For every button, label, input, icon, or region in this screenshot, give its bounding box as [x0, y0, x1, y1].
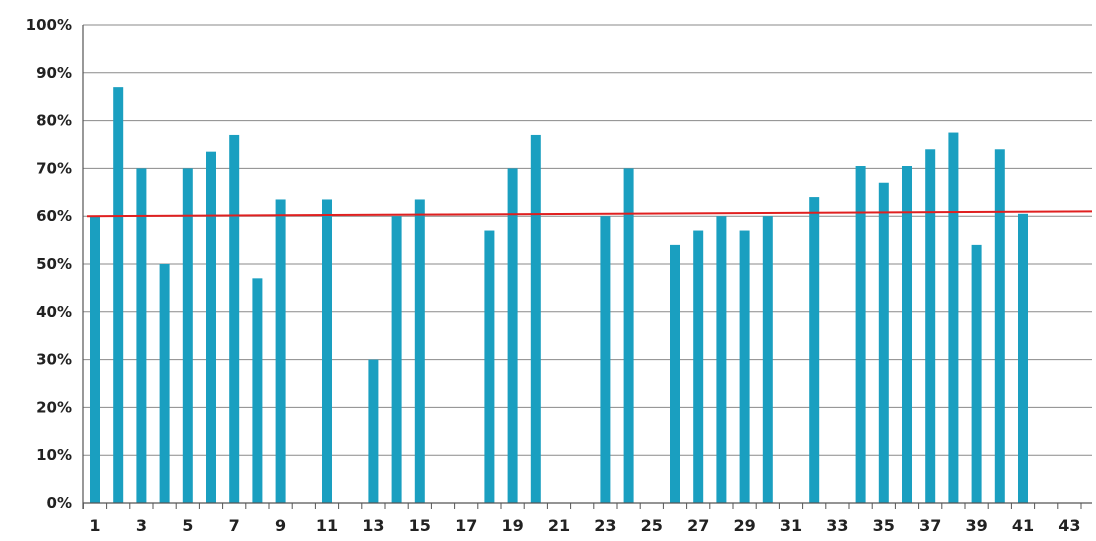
x-tick-label: 41	[1012, 516, 1034, 535]
x-tick-label: 13	[362, 516, 384, 535]
x-tick-label: 9	[275, 516, 286, 535]
bar	[762, 216, 773, 503]
x-tick-label: 19	[501, 516, 523, 535]
bar	[855, 166, 866, 503]
bar	[206, 151, 216, 504]
y-tick-label: 90%	[36, 64, 72, 82]
x-tick-label: 15	[409, 516, 431, 535]
reference-line-layer	[86, 210, 1093, 218]
bar	[484, 230, 495, 504]
x-tick-label: 27	[687, 516, 709, 535]
bar	[925, 149, 936, 503]
x-tick-label: 21	[548, 516, 570, 535]
y-axis-tick-labels: 0% 10% 20% 30% 40% 50% 60% 70% 80% 90% 100%	[26, 16, 72, 512]
bar	[739, 230, 750, 504]
x-tick-label: 5	[182, 516, 193, 535]
bar	[994, 149, 1005, 503]
bar	[136, 168, 147, 503]
y-tick-label: 100%	[26, 16, 72, 34]
bar	[948, 132, 959, 504]
bar	[971, 244, 982, 503]
x-tick-label: 17	[455, 516, 477, 535]
bar	[368, 359, 379, 503]
bar	[693, 230, 704, 504]
bar	[1018, 213, 1028, 503]
y-tick-label: 0%	[47, 494, 72, 512]
axes	[82, 25, 1092, 509]
x-tick-label: 23	[594, 516, 616, 535]
x-tick-label: 11	[316, 516, 338, 535]
x-tick-label: 29	[733, 516, 755, 535]
bar	[159, 264, 170, 503]
bar	[507, 168, 518, 503]
bar	[809, 197, 820, 503]
x-tick-label: 33	[826, 516, 848, 535]
bar	[670, 244, 680, 503]
y-tick-label: 70%	[36, 159, 72, 177]
y-tick-label: 30%	[36, 351, 72, 369]
x-axis-tick-labels: 1 3 5 7 9 11 13 15 17 19 21 23 25 27 29 31 33 35 37 39 41 43	[89, 516, 1080, 535]
bar	[623, 168, 634, 503]
bar	[275, 199, 286, 503]
x-tick-label: 37	[919, 516, 941, 535]
x-tick-label: 35	[873, 516, 895, 535]
x-tick-label: 43	[1058, 516, 1080, 535]
bar	[113, 87, 124, 503]
bar	[878, 182, 889, 504]
bar	[414, 199, 425, 503]
x-tick-label: 1	[89, 516, 100, 535]
bar	[600, 216, 611, 503]
bar	[716, 216, 727, 503]
y-tick-label: 60%	[36, 207, 72, 225]
reference-line	[86, 210, 1093, 218]
y-tick-label: 50%	[36, 255, 72, 273]
bar	[182, 168, 193, 503]
bar	[902, 166, 912, 503]
y-tick-label: 20%	[36, 398, 72, 416]
x-tick-label: 39	[965, 516, 987, 535]
bar	[530, 134, 541, 503]
bar	[391, 216, 402, 503]
x-tick-label: 31	[780, 516, 802, 535]
bar	[252, 278, 263, 503]
bar	[229, 134, 240, 503]
y-tick-label: 80%	[36, 112, 72, 130]
bar	[322, 199, 332, 503]
x-tick-label: 7	[229, 516, 240, 535]
x-tick-label: 3	[136, 516, 147, 535]
y-tick-label: 10%	[36, 446, 72, 464]
bars	[90, 87, 1028, 504]
y-tick-label: 40%	[36, 303, 72, 321]
x-tick-label: 25	[641, 516, 663, 535]
bar	[90, 216, 100, 503]
